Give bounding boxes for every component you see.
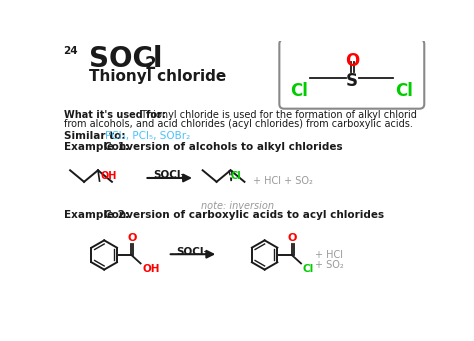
- Text: Cl: Cl: [230, 171, 241, 181]
- Text: S: S: [346, 72, 358, 90]
- Text: OH: OH: [142, 264, 160, 274]
- Text: Conversion of alcohols to alkyl chlorides: Conversion of alcohols to alkyl chloride…: [104, 142, 343, 152]
- Text: O: O: [345, 52, 359, 70]
- Text: OH: OH: [100, 171, 117, 181]
- Text: O: O: [288, 234, 297, 243]
- Text: + HCl + SO₂: + HCl + SO₂: [253, 176, 313, 186]
- Text: Thionyl chloride: Thionyl chloride: [89, 69, 226, 84]
- Text: + HCl: + HCl: [315, 250, 343, 261]
- Text: from alcohols, and acid chlorides (acyl chlorides) from carboxylic acids.: from alcohols, and acid chlorides (acyl …: [64, 119, 413, 130]
- Text: PCl₃, PCl₅, SOBr₂: PCl₃, PCl₅, SOBr₂: [105, 131, 190, 141]
- Text: note: inversion: note: inversion: [201, 201, 274, 211]
- Text: Cl: Cl: [302, 264, 314, 274]
- Text: What it's used for:: What it's used for:: [64, 110, 166, 120]
- Text: 24: 24: [63, 46, 78, 56]
- Text: Example 2:: Example 2:: [64, 210, 133, 220]
- Text: Similar to:: Similar to:: [64, 131, 129, 141]
- Text: SOCl₂: SOCl₂: [153, 170, 185, 180]
- Text: Cl: Cl: [395, 82, 413, 100]
- Text: SOCl₂: SOCl₂: [176, 247, 209, 256]
- Text: Example 1:: Example 1:: [64, 142, 133, 152]
- FancyBboxPatch shape: [279, 39, 424, 109]
- Text: + SO₂: + SO₂: [315, 261, 344, 270]
- Text: 2: 2: [145, 55, 156, 73]
- Text: O: O: [128, 234, 137, 243]
- Text: SOCl: SOCl: [89, 45, 162, 73]
- Text: Thionyl chloride is used for the formation of alkyl chlorid: Thionyl chloride is used for the formati…: [137, 110, 416, 120]
- Text: Cl: Cl: [291, 82, 309, 100]
- Text: Conversion of carboxylic acids to acyl chlorides: Conversion of carboxylic acids to acyl c…: [104, 210, 384, 220]
